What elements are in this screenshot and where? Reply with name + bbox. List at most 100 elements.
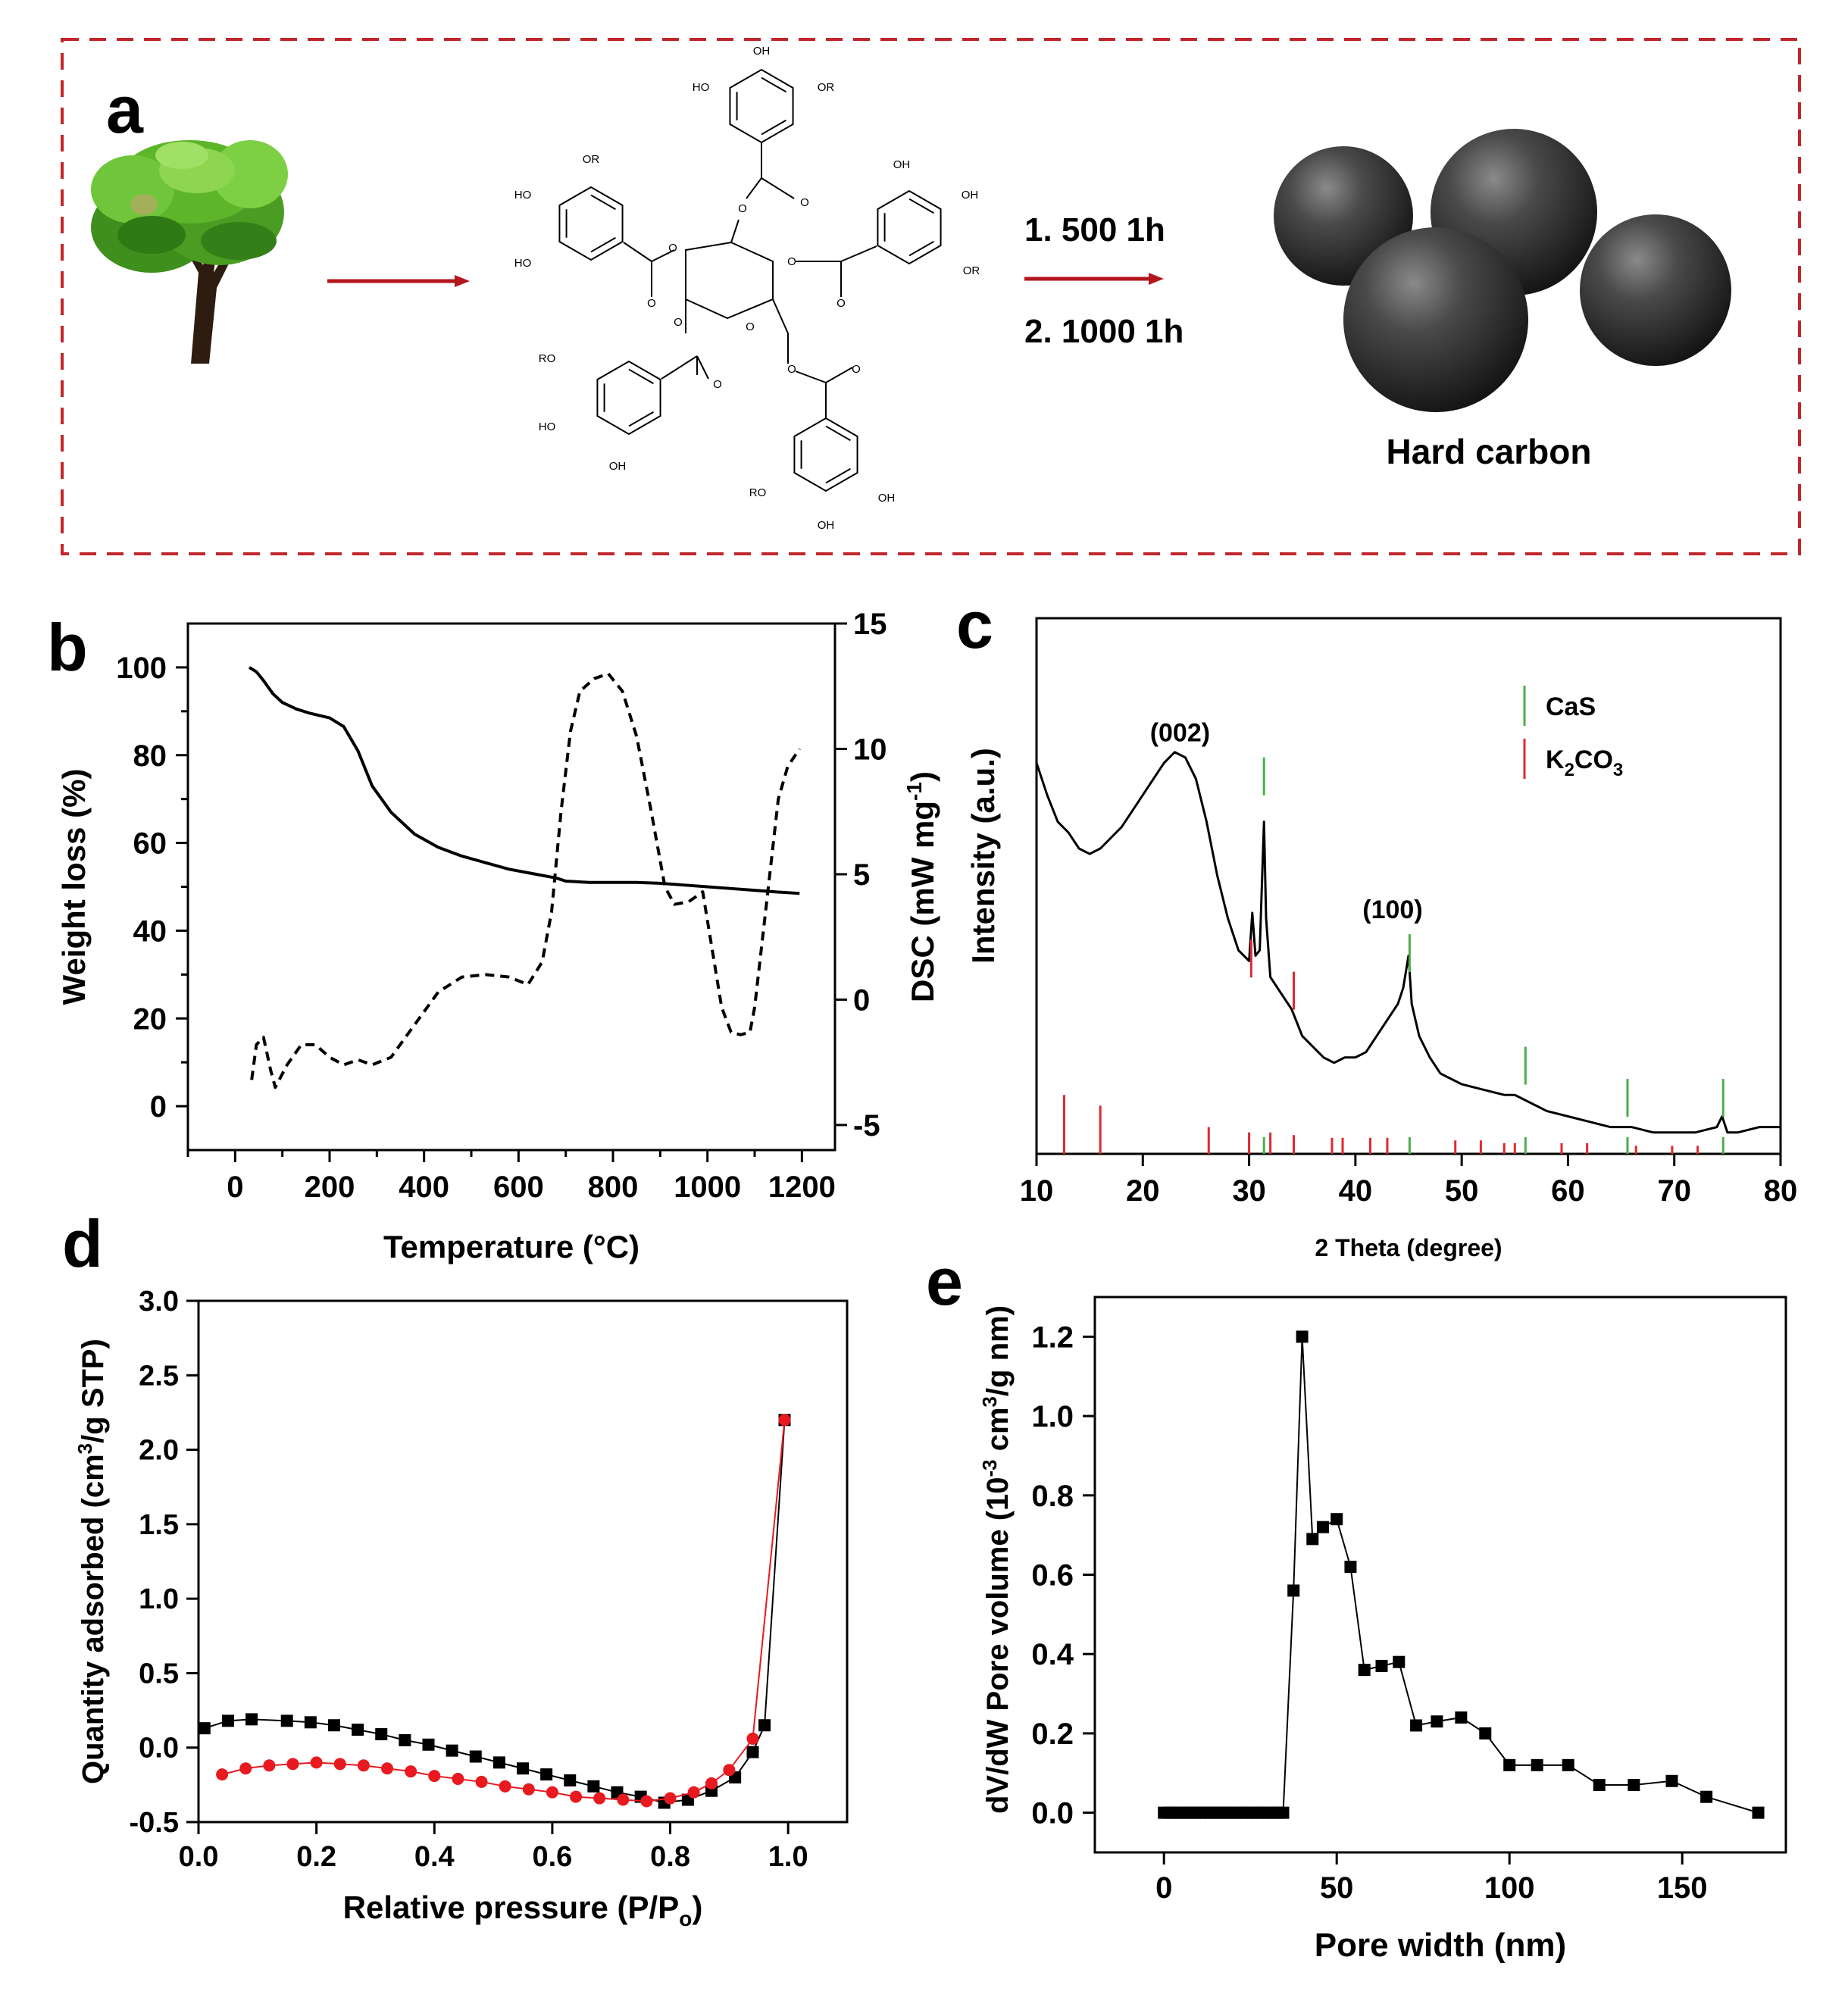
panel-b-letter: b [47,610,88,685]
x-tick-label: 600 [493,1171,544,1204]
adsorption-point [587,1780,600,1793]
y-left-axis-label: Weight loss (%) [56,769,92,1005]
atom-label: O [668,242,677,255]
atom-label: O [647,297,656,310]
adsorption-point [469,1750,482,1763]
y-left-tick-label: 0 [150,1090,167,1124]
legend-cas-label: CaS [1546,692,1596,721]
benzene-ring [877,189,942,265]
atom-label: O [836,297,846,310]
x-axis-label: Pore width (nm) [1315,1927,1566,1964]
atom-label: O [787,255,796,268]
double-bond [825,425,851,442]
pore-distribution-point [1358,1664,1371,1677]
pore-distribution-point [1562,1758,1574,1771]
x-tick-label: 50 [1320,1871,1354,1905]
y-tick-label: 0.4 [1031,1638,1074,1671]
x-tick-label: 50 [1445,1174,1479,1208]
atom-label: OH [753,45,771,58]
x-tick-label: 0.8 [650,1841,690,1873]
panel-e-pore-distribution-chart: e 0 50 100 150 0.0 0.2 0.4 0.6 0.8 1.0 1.2 Pore widt… [926,1244,1787,1964]
panel-b-tga-dsc-chart: b 0 200 400 600 800 1000 1200 0 20 40 60 80 100 -5 0 5 10… [47,608,940,1264]
bond [825,367,853,383]
pore-distribution-point [1410,1719,1423,1732]
adsorption-point [446,1744,458,1757]
x-tick-label: 0.0 [179,1841,219,1873]
atom-label: HO [539,420,556,433]
double-bond [628,368,654,385]
desorption-point [499,1780,511,1793]
panel-e-plot-frame [1093,1296,1787,1854]
y-left-tick-label: 100 [116,652,167,685]
y-right-tick-label: 10 [853,733,887,766]
y-left-tick-label: 40 [133,914,167,948]
double-bond [590,236,616,253]
peak-label-100: (100) [1362,896,1422,924]
adsorption-point [327,1719,340,1732]
atom-label: OR [583,153,600,166]
adsorption-point [375,1728,388,1741]
double-bond [590,194,616,211]
panel-d-letter: d [62,1206,103,1281]
atom-label: OH [962,189,979,202]
desorption-point [286,1758,299,1771]
desorption-point [310,1756,323,1769]
x-tick-label: 0.4 [414,1841,455,1873]
atom-label: OR [963,264,980,277]
dsc-curve [250,672,801,1089]
y-tick-label: 1.5 [139,1509,179,1541]
panel-c-plot-frame [1035,617,1782,1155]
y-right-tick-label: 15 [853,608,887,641]
adsorption-point [422,1738,435,1751]
y-right-axis-label: DSC (mW mg-1) [902,771,940,1002]
x-tick-label: 1.0 [768,1841,808,1873]
adsorption-point [198,1722,211,1735]
atom-label: O [746,320,755,333]
carbon-sphere [1343,227,1528,412]
double-bond [908,198,934,214]
benzene-ring [729,68,794,144]
adsorption-point [564,1774,577,1786]
atom-label: O [713,378,722,391]
panel-e-letter: e [926,1244,963,1319]
arrow-molecule-to-carbon [1024,273,1164,285]
x-tick-label: 0 [227,1171,243,1204]
pore-distribution-point [1531,1758,1543,1771]
y-left-tick-label: 80 [133,739,167,773]
pore-distribution-point [1665,1774,1678,1787]
pore-distribution-point [1306,1533,1319,1546]
atom-label: HO [514,257,532,270]
y-tick-label: 2.5 [139,1360,179,1392]
x-tick-label: 30 [1232,1174,1266,1208]
pore-distribution-point [1752,1806,1765,1819]
y-tick-label: 0.0 [1031,1797,1074,1830]
process-step-1: 1. 500 1h [1024,211,1165,248]
y-left-tick-label: 60 [133,827,167,861]
bond [746,177,762,199]
desorption-point [593,1792,606,1805]
atom-label: RO [539,352,556,365]
desorption-point [239,1762,252,1775]
panel-a-letter: a [106,72,144,147]
x-tick-label: 200 [305,1171,355,1204]
peak-label-002: (002) [1150,718,1210,747]
atom-label: O [674,316,683,329]
desorption-point [778,1414,791,1427]
y-tick-label: 0.8 [1031,1480,1074,1513]
x-tick-label: 100 [1484,1871,1535,1905]
bond [730,219,740,243]
adsorption-line [204,1420,786,1804]
y-axis-label: Quantity adsorbed (cm3/g STP) [73,1339,110,1784]
adsorption-point [352,1724,364,1736]
adsorption-point [399,1733,411,1746]
desorption-point [405,1765,417,1778]
desorption-point [428,1770,441,1783]
panel-a-border [61,38,1801,555]
adsorption-point [758,1719,771,1732]
pore-distribution-point [1344,1561,1357,1574]
double-bond [761,77,786,93]
x-axis-label: Relative pressure (P/Po) [343,1890,703,1930]
pore-distribution-point [1431,1715,1443,1728]
atom-label: OR [818,81,835,94]
